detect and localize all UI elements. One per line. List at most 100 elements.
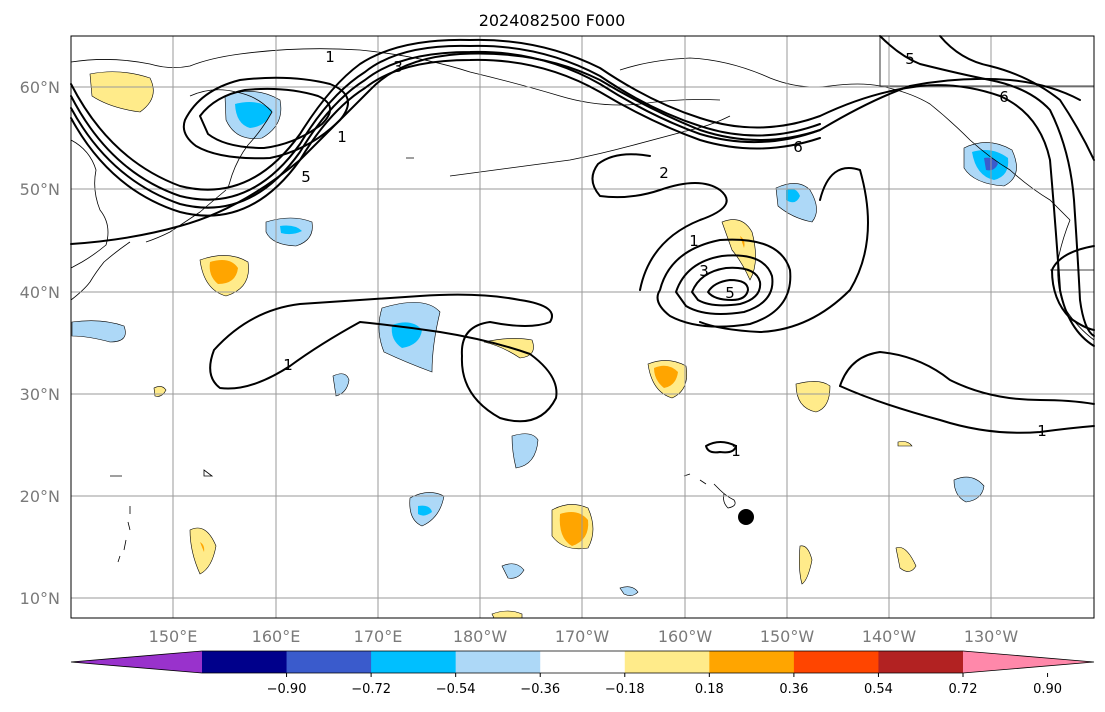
lon-label: 160°W	[658, 627, 713, 646]
contour-jet	[70, 44, 821, 201]
map-panel: 1 3 5 1 2 6 1 3 5 6 5 1 1 1	[70, 35, 1095, 619]
contour-jet	[70, 50, 821, 209]
lon-label: 140°W	[862, 627, 917, 646]
positive-anomaly-blob	[895, 547, 917, 572]
colorbar-tick-label: −0.18	[605, 682, 645, 697]
colorbar-swatch	[793, 651, 879, 673]
colorbar-tick-label: −0.36	[520, 682, 560, 697]
contour-low-center	[707, 279, 749, 301]
colorbar-swatch	[371, 651, 457, 673]
lon-label: 130°W	[964, 627, 1019, 646]
canada-border	[879, 36, 1094, 87]
contour-label: 6	[793, 138, 803, 156]
contour-kamchatka-loop	[182, 76, 349, 160]
contour-one-east	[839, 351, 1095, 405]
colorbar-swatch	[878, 651, 964, 673]
lon-label: 170°E	[354, 627, 403, 646]
shaded-anomalies	[71, 71, 1017, 619]
negative-anomaly-blob	[71, 320, 126, 343]
contour-lines	[70, 35, 1095, 454]
positive-anomaly-core	[209, 260, 238, 284]
colorbar-swatch	[455, 651, 541, 673]
colorbar-extend-high	[963, 651, 1094, 673]
lon-label: 150°E	[149, 627, 198, 646]
negative-anomaly-core	[786, 188, 800, 203]
positive-anomaly-blob	[491, 610, 523, 619]
positive-anomaly-blob	[897, 441, 913, 447]
colorbar-swatch	[202, 651, 288, 673]
asia-coastline	[70, 139, 109, 269]
aleutian-islands	[449, 115, 731, 177]
positive-anomaly-blob	[89, 71, 154, 113]
colorbar-tick-label: 0.72	[949, 682, 978, 697]
lat-label: 50°N	[20, 180, 60, 199]
contour-label: 1	[325, 48, 335, 66]
contour-small-loop	[705, 441, 737, 454]
contour-label: 3	[393, 58, 403, 76]
contour-low-center	[675, 254, 774, 315]
positive-anomaly-blob	[189, 527, 217, 575]
negative-anomaly-blob	[511, 433, 539, 469]
contour-label: 1	[283, 356, 293, 374]
positive-anomaly-blob	[721, 219, 756, 281]
contour-label: 5	[905, 50, 915, 68]
contour-label: 1	[689, 232, 699, 250]
contour-label: 5	[725, 284, 735, 302]
lat-label: 20°N	[20, 487, 60, 506]
longitude-labels: 150°E 160°E 170°E 180°W 170°W 160°W 150°…	[149, 627, 1019, 646]
contour-label: 5	[301, 168, 311, 186]
colorbar-outline	[70, 650, 1095, 674]
contour-low-center	[691, 266, 762, 307]
positive-anomaly-blob	[799, 545, 813, 585]
contour-jet-outer	[70, 52, 1081, 245]
gridlines	[71, 36, 1094, 618]
colorbar-extend-low	[71, 651, 202, 673]
colorbar-tick-label: −0.90	[267, 682, 307, 697]
colorbar-swatch	[709, 651, 795, 673]
contour-label: 1	[337, 128, 347, 146]
lon-label: 150°W	[760, 627, 815, 646]
positive-anomaly-core	[559, 512, 589, 546]
positive-anomaly-core	[200, 542, 205, 552]
contour-one-west	[209, 293, 558, 423]
lon-label: 170°W	[555, 627, 610, 646]
lat-label: 30°N	[20, 385, 60, 404]
japan-coastline	[70, 241, 131, 301]
siberia-coastline	[70, 48, 721, 106]
colorbar-tick-label: 0.54	[864, 682, 893, 697]
contour-labels: 1 3 5 1 2 6 1 3 5 6 5 1 1 1	[283, 48, 1047, 460]
kamchatka-coastline	[189, 89, 273, 189]
contour-ne-ridge	[879, 35, 1095, 337]
negative-anomaly-blob	[501, 563, 525, 579]
colorbar-tick-label: 0.18	[695, 682, 724, 697]
marianas-islands	[117, 506, 131, 563]
lon-label: 160°E	[252, 627, 301, 646]
small-island	[110, 157, 414, 477]
colorbar: −0.90 −0.72 −0.54 −0.36 −0.18 0.18 0.36 0.54 0.7…	[70, 650, 1095, 697]
colorbar-tick-label: −0.72	[351, 682, 391, 697]
colorbar-swatch	[540, 651, 626, 673]
colorbar-tick-label: 0.36	[779, 682, 808, 697]
lon-label: 180°W	[453, 627, 508, 646]
figure-title: 2024082500 F000	[479, 11, 626, 30]
contour-kamchatka-loop	[199, 87, 331, 149]
positive-anomaly-core	[654, 365, 678, 388]
negative-anomaly-core	[280, 225, 302, 235]
negative-anomaly-blob	[619, 586, 639, 596]
latitude-labels: 60°N 50°N 40°N 30°N 20°N 10°N	[20, 78, 60, 608]
contour-east-loop	[1051, 245, 1095, 331]
colorbar-tick-label: 0.90	[1033, 682, 1062, 697]
contour-label: 3	[699, 262, 709, 280]
contour-east-ridge	[699, 167, 869, 333]
storm-center-marker	[738, 509, 754, 525]
contour-label: 1	[1037, 422, 1047, 440]
lat-label: 10°N	[20, 589, 60, 608]
contour-low-trough	[591, 153, 728, 291]
contour-label: 1	[731, 442, 741, 460]
contour-low-center	[656, 238, 792, 328]
colorbar-swatch	[286, 651, 372, 673]
contour-one-east-lower	[839, 385, 1095, 434]
lat-label: 60°N	[20, 78, 60, 97]
contour-jet	[70, 58, 821, 217]
